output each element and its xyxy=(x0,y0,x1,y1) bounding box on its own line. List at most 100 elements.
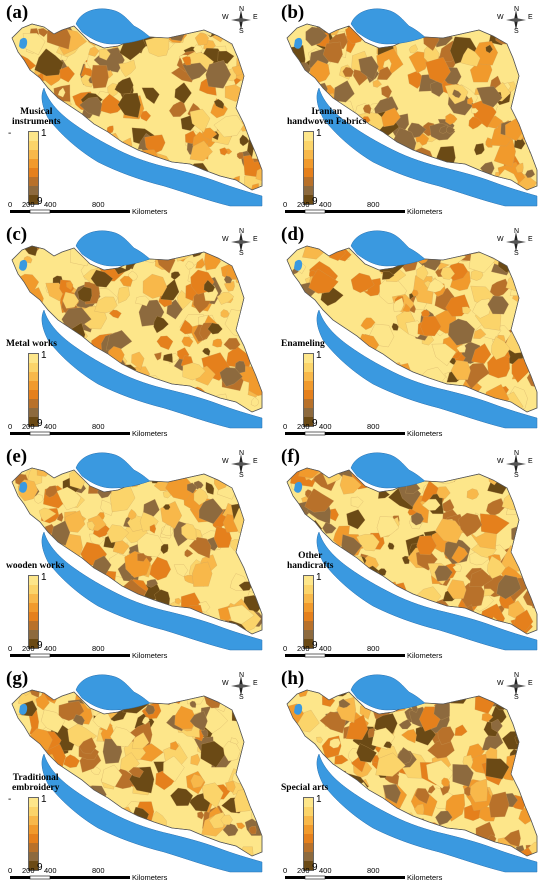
legend-bottom-value: 9 xyxy=(37,640,43,651)
scale-tick: 200 xyxy=(22,866,35,875)
legend-color-ramp xyxy=(303,797,314,871)
north-arrow-icon xyxy=(231,454,251,474)
legend-bottom-value: 9 xyxy=(37,418,43,429)
legend-color-ramp xyxy=(28,353,39,427)
legend-top-value: 1 xyxy=(316,350,322,361)
theme-label: Musical instruments xyxy=(12,107,61,127)
legend-top-value: 1 xyxy=(316,794,322,805)
stray-mark: - xyxy=(8,128,12,139)
north-arrow-icon xyxy=(231,676,251,696)
theme-label: Traditional embroidery xyxy=(12,773,60,793)
scale-unit: Kilometers xyxy=(132,873,168,882)
scale-tick: 200 xyxy=(22,422,35,431)
persian-gulf xyxy=(316,753,538,873)
scale-tick: 400 xyxy=(44,200,57,209)
map-panel-a: N S W E (a) Musical instruments - 1 9 0 200 400 800 Ki… xyxy=(0,0,275,220)
scale-tick: 200 xyxy=(297,866,310,875)
panel-letter: (b) xyxy=(281,2,305,23)
scale-unit: Kilometers xyxy=(407,651,443,660)
scale-tick: 0 xyxy=(283,644,288,653)
compass-w: W xyxy=(497,458,504,465)
lake-urmia xyxy=(294,481,303,493)
compass-e: E xyxy=(528,680,533,687)
compass-e: E xyxy=(253,14,258,21)
compass-n: N xyxy=(514,6,520,13)
compass-w: W xyxy=(497,14,504,21)
legend-color-ramp xyxy=(28,131,39,205)
scale-tick: 800 xyxy=(92,644,105,653)
legend-bottom-value: 9 xyxy=(37,862,43,873)
scale-tick: 400 xyxy=(319,866,332,875)
legend-bottom-value: 9 xyxy=(312,418,318,429)
scale-tick: 200 xyxy=(22,644,35,653)
map-panel-c: N S W E (c) Metal works 1 9 0 200 400 800 Kilometers xyxy=(0,222,275,442)
compass-n: N xyxy=(514,672,520,679)
caspian-sea xyxy=(350,230,426,267)
iran-map xyxy=(285,230,538,436)
compass-w: W xyxy=(497,680,504,687)
north-arrow-icon xyxy=(231,10,251,30)
lake-urmia xyxy=(294,259,303,271)
panel-letter: (c) xyxy=(6,224,28,245)
north-arrow-icon xyxy=(231,232,251,252)
scale-tick: 0 xyxy=(283,866,288,875)
scale-tick: 200 xyxy=(22,200,35,209)
compass-n: N xyxy=(239,672,245,679)
persian-gulf xyxy=(41,753,263,873)
compass-e: E xyxy=(528,458,533,465)
compass-n: N xyxy=(514,228,520,235)
compass-s: S xyxy=(239,694,244,701)
scale-tick: 800 xyxy=(92,200,105,209)
legend-top-value: 1 xyxy=(41,350,47,361)
north-arrow-icon xyxy=(506,676,526,696)
map-panel-e: N S W E (e) wooden works 1 9 0 200 400 800 Kilometer… xyxy=(0,444,275,664)
lake-urmia xyxy=(294,37,303,49)
scale-unit: Kilometers xyxy=(132,429,168,438)
scale-tick: 0 xyxy=(8,422,13,431)
compass-s: S xyxy=(514,250,519,257)
scale-unit: Kilometers xyxy=(407,873,443,882)
scale-tick: 800 xyxy=(367,200,380,209)
scale-tick: 0 xyxy=(283,422,288,431)
persian-gulf xyxy=(41,531,263,651)
lake-urmia xyxy=(19,481,28,493)
compass-e: E xyxy=(253,680,258,687)
compass-e: E xyxy=(253,236,258,243)
persian-gulf xyxy=(316,87,538,207)
legend-top-value: 1 xyxy=(41,128,47,139)
scale-bar xyxy=(285,875,405,880)
persian-gulf xyxy=(316,309,538,429)
persian-gulf xyxy=(41,87,263,207)
scale-tick: 200 xyxy=(297,422,310,431)
scale-bar xyxy=(285,653,405,658)
caspian-sea xyxy=(75,674,151,711)
compass-s: S xyxy=(514,472,519,479)
compass-s: S xyxy=(514,694,519,701)
caspian-sea xyxy=(350,8,426,45)
legend-color-ramp xyxy=(303,131,314,205)
compass-s: S xyxy=(514,28,519,35)
north-arrow-icon xyxy=(506,10,526,30)
compass-e: E xyxy=(253,458,258,465)
scale-bar xyxy=(285,431,405,436)
iran-map xyxy=(10,674,263,880)
stray-mark: - xyxy=(8,794,12,805)
scale-tick: 800 xyxy=(92,866,105,875)
theme-label: Iranian handwoven Fabrics xyxy=(287,107,367,127)
scale-tick: 400 xyxy=(44,644,57,653)
scale-tick: 400 xyxy=(44,866,57,875)
iran-map xyxy=(285,452,538,658)
caspian-sea xyxy=(75,452,151,489)
legend-bottom-value: 9 xyxy=(312,862,318,873)
compass-w: W xyxy=(222,236,229,243)
scale-bar xyxy=(10,431,130,436)
compass-s: S xyxy=(239,250,244,257)
lake-urmia xyxy=(19,37,28,49)
compass-w: W xyxy=(222,458,229,465)
iran-map xyxy=(285,674,538,880)
scale-bar xyxy=(10,653,130,658)
caspian-sea xyxy=(75,230,151,267)
caspian-sea xyxy=(350,674,426,711)
legend-top-value: 1 xyxy=(316,128,322,139)
